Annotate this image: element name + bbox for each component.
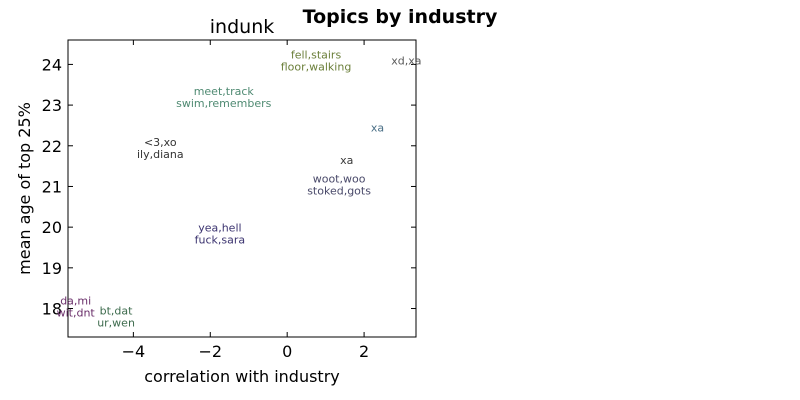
- y-tick-label: 22: [42, 137, 62, 156]
- data-point-label-line: swim,remembers: [176, 97, 272, 110]
- x-axis-label: correlation with industry: [144, 367, 340, 386]
- plot-area: −4 −2 0 2 18 19 20 21 22 23 24 fell,stairsfloor,w…: [42, 39, 422, 361]
- y-tick-label: 23: [42, 96, 62, 115]
- y-tick-label: 24: [42, 55, 62, 74]
- data-point-label-line: wit,dnt: [57, 306, 96, 319]
- data-point-label-line: meet,track: [194, 85, 255, 98]
- chart-title: indunk: [210, 16, 274, 38]
- data-point-label-line: floor,walking: [281, 60, 352, 73]
- data-point: xa: [371, 121, 384, 134]
- data-point-label-line: ur,wen: [97, 317, 135, 330]
- data-point-label-line: xd,xa: [391, 54, 421, 67]
- data-point-label-line: yea,hell: [198, 221, 241, 234]
- data-point: xd,xa: [391, 54, 421, 67]
- y-tick-label: 20: [42, 218, 62, 237]
- x-axis-ticks: −4 −2 0 2: [122, 40, 369, 361]
- data-point-label-line: <3,xo: [144, 136, 177, 149]
- data-point-label-line: fell,stairs: [291, 48, 342, 61]
- data-point-label-line: stoked,gots: [307, 184, 371, 197]
- x-tick-label: −2: [198, 342, 222, 361]
- data-point-label-line: woot,woo: [313, 172, 366, 185]
- x-tick-label: −4: [122, 342, 146, 361]
- data-point-label-line: bt,dat: [100, 305, 134, 318]
- x-tick-label: 2: [359, 342, 369, 361]
- y-tick-label: 21: [42, 177, 62, 196]
- y-tick-label: 18: [42, 300, 62, 319]
- figure-suptitle: Topics by industry: [303, 6, 498, 28]
- x-tick-label: 0: [282, 342, 292, 361]
- data-point: xa: [340, 154, 353, 167]
- data-point-label-line: xa: [371, 121, 384, 134]
- axes-frame: [67, 39, 417, 338]
- y-axis-label: mean age of top 25%: [15, 102, 34, 275]
- data-point-label-line: fuck,sara: [195, 233, 246, 246]
- y-tick-label: 19: [42, 259, 62, 278]
- data-point-label-line: ily,diana: [137, 148, 184, 161]
- data-point-label-line: xa: [340, 154, 353, 167]
- data-point-label-line: da,mi: [60, 294, 91, 307]
- y-axis-ticks: 18 19 20 21 22 23 24: [42, 55, 416, 319]
